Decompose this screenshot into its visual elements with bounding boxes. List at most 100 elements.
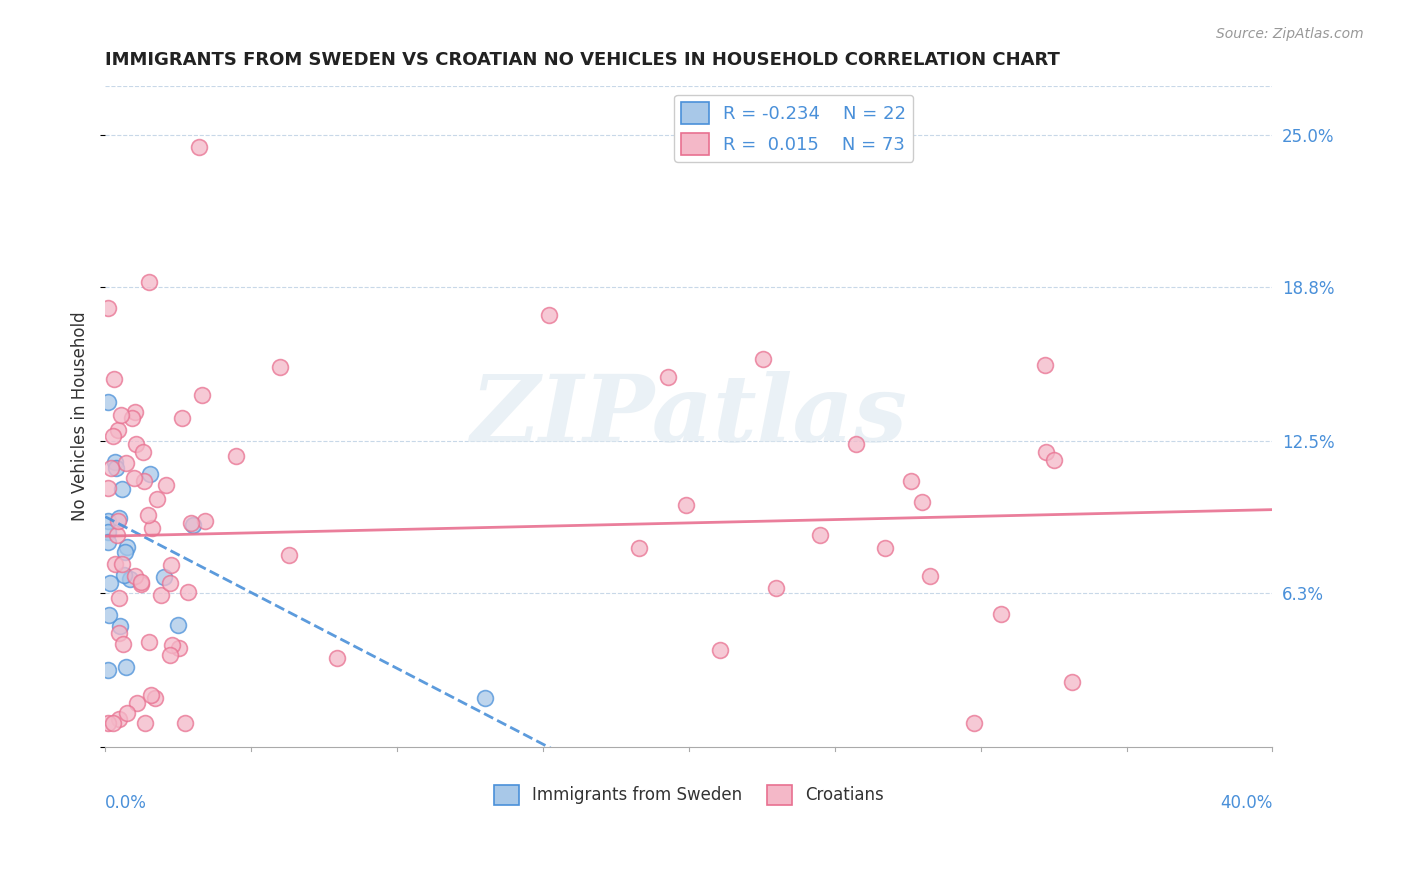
Point [963, 715, 986, 730]
Point [104, 460, 127, 475]
Point [138, 635, 160, 649]
Point [1062, 675, 1084, 690]
Point [180, 516, 202, 530]
Point [1035, 359, 1057, 373]
Point [538, 309, 561, 323]
Point [98, 576, 121, 591]
Point [104, 455, 127, 469]
Text: Source: ZipAtlas.com: Source: ZipAtlas.com [1216, 27, 1364, 41]
Point [114, 544, 136, 558]
Point [138, 275, 160, 289]
Point [112, 568, 135, 582]
Point [124, 405, 146, 419]
Point [110, 408, 132, 422]
Point [103, 372, 125, 386]
Point [169, 641, 191, 656]
Point [918, 569, 941, 583]
Point [159, 576, 181, 591]
Point [107, 514, 129, 528]
Point [97, 663, 120, 677]
Point [191, 388, 214, 402]
Point [111, 637, 134, 651]
Point [134, 715, 156, 730]
Point [152, 570, 174, 584]
Text: 40.0%: 40.0% [1220, 794, 1272, 812]
Point [97, 607, 120, 622]
Point [474, 691, 496, 706]
Point [170, 411, 193, 425]
Point [101, 429, 124, 443]
Point [911, 495, 934, 509]
Point [143, 690, 166, 705]
Point [108, 619, 131, 633]
Point [115, 456, 138, 470]
Point [177, 585, 200, 599]
Point [107, 423, 129, 437]
Point [181, 518, 204, 533]
Point [808, 527, 831, 541]
Point [129, 575, 152, 590]
Text: ZIPatlas: ZIPatlas [471, 371, 907, 461]
Point [115, 660, 138, 674]
Point [900, 474, 922, 488]
Point [149, 588, 172, 602]
Point [97, 395, 120, 409]
Y-axis label: No Vehicles in Household: No Vehicles in Household [72, 311, 89, 521]
Point [675, 498, 697, 512]
Point [97, 715, 120, 730]
Point [108, 712, 131, 726]
Point [326, 651, 349, 665]
Point [132, 474, 155, 488]
Point [141, 521, 163, 535]
Point [105, 527, 128, 541]
Point [97, 524, 120, 539]
Point [108, 511, 131, 525]
Point [122, 471, 145, 485]
Point [125, 437, 148, 451]
Point [278, 548, 301, 562]
Point [269, 360, 291, 375]
Point [111, 557, 134, 571]
Point [845, 437, 868, 451]
Point [97, 301, 120, 315]
Point [709, 643, 731, 657]
Point [765, 581, 787, 595]
Point [225, 449, 247, 463]
Point [752, 352, 775, 367]
Point [108, 626, 131, 640]
Point [159, 648, 181, 663]
Point [121, 411, 143, 425]
Point [1035, 445, 1057, 459]
Text: IMMIGRANTS FROM SWEDEN VS CROATIAN NO VEHICLES IN HOUSEHOLD CORRELATION CHART: IMMIGRANTS FROM SWEDEN VS CROATIAN NO VE… [105, 51, 1060, 69]
Point [132, 445, 155, 459]
Point [97, 481, 120, 495]
Point [139, 467, 162, 481]
Point [131, 577, 153, 591]
Legend: Immigrants from Sweden, Croatians: Immigrants from Sweden, Croatians [486, 778, 891, 812]
Point [127, 696, 149, 710]
Point [160, 638, 183, 652]
Point [141, 688, 163, 702]
Point [627, 541, 650, 556]
Point [657, 370, 679, 384]
Point [187, 140, 209, 154]
Point [873, 541, 896, 555]
Point [97, 66, 120, 80]
Point [145, 492, 167, 507]
Point [115, 540, 138, 554]
Point [990, 607, 1012, 621]
Point [174, 715, 197, 730]
Point [155, 478, 177, 492]
Point [115, 706, 138, 720]
Point [97, 535, 120, 549]
Point [124, 568, 146, 582]
Point [118, 573, 141, 587]
Point [138, 508, 160, 522]
Point [159, 558, 181, 573]
Point [167, 617, 190, 632]
Point [111, 482, 134, 496]
Point [101, 715, 124, 730]
Point [194, 515, 217, 529]
Point [104, 557, 127, 571]
Point [100, 460, 122, 475]
